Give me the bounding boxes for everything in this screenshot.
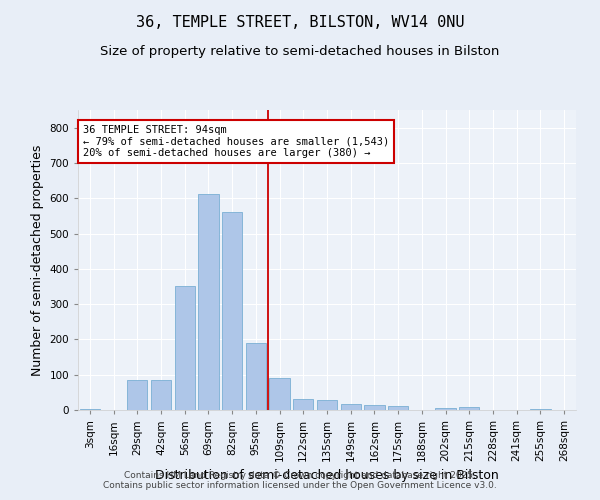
Bar xyxy=(341,404,361,410)
Y-axis label: Number of semi-detached properties: Number of semi-detached properties xyxy=(31,144,44,376)
Bar xyxy=(436,408,455,410)
Text: 36, TEMPLE STREET, BILSTON, WV14 0NU: 36, TEMPLE STREET, BILSTON, WV14 0NU xyxy=(136,15,464,30)
Text: 36 TEMPLE STREET: 94sqm
← 79% of semi-detached houses are smaller (1,543)
20% of: 36 TEMPLE STREET: 94sqm ← 79% of semi-de… xyxy=(83,125,389,158)
Bar xyxy=(80,409,100,410)
X-axis label: Distribution of semi-detached houses by size in Bilston: Distribution of semi-detached houses by … xyxy=(155,470,499,482)
Bar xyxy=(151,380,171,410)
Bar xyxy=(127,380,148,410)
Bar xyxy=(317,400,337,410)
Text: Contains HM Land Registry data © Crown copyright and database right 2025.
Contai: Contains HM Land Registry data © Crown c… xyxy=(103,470,497,490)
Text: Size of property relative to semi-detached houses in Bilston: Size of property relative to semi-detach… xyxy=(100,45,500,58)
Bar xyxy=(269,378,290,410)
Bar xyxy=(246,343,266,410)
Bar xyxy=(388,406,408,410)
Bar xyxy=(530,409,551,410)
Bar xyxy=(293,400,313,410)
Bar xyxy=(175,286,195,410)
Bar xyxy=(364,406,385,410)
Bar xyxy=(199,194,218,410)
Bar xyxy=(222,212,242,410)
Bar xyxy=(459,407,479,410)
